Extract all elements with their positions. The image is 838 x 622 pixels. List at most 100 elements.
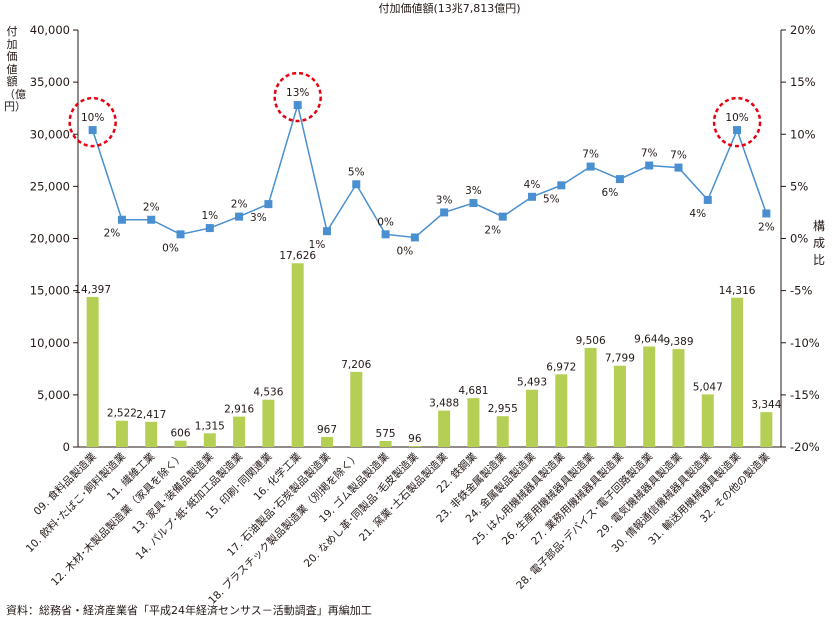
y-right-tick-label: 20%: [790, 23, 816, 37]
share-point: [440, 208, 449, 217]
y-axis-right-label: 構成比: [812, 219, 825, 267]
bar-value-label: 9,644: [634, 333, 664, 345]
bar-value-label: 96: [408, 433, 422, 445]
y-left-tick-label: 20,000: [30, 232, 70, 246]
bar-value-label: 5,493: [517, 377, 547, 389]
bar: [467, 398, 480, 447]
y-right-tick-label: -15%: [790, 388, 820, 402]
share-point: [322, 227, 331, 236]
y-left-tick-label: 5,000: [37, 388, 70, 402]
bar-value-label: 9,506: [576, 335, 606, 347]
bar: [350, 371, 363, 447]
bar: [438, 410, 451, 447]
share-value-label: 0%: [397, 245, 414, 257]
bar: [613, 365, 626, 447]
highlight-circle: [68, 96, 117, 148]
bar-value-label: 14,397: [74, 284, 111, 296]
share-point: [176, 230, 185, 239]
bar: [145, 421, 158, 447]
bar: [291, 263, 304, 447]
share-value-label: 13%: [286, 87, 309, 99]
bar-value-label: 575: [376, 428, 396, 440]
bar-value-label: 2,522: [107, 408, 137, 420]
y-right-tick-label: 15%: [790, 75, 816, 89]
share-value-label: 3%: [436, 194, 453, 206]
bar: [760, 412, 773, 447]
bar-value-label: 3,488: [429, 398, 459, 410]
share-value-label: 2%: [758, 221, 775, 233]
bar: [701, 394, 714, 447]
bar: [555, 374, 568, 447]
share-point: [645, 161, 654, 170]
bar: [496, 416, 509, 447]
bar-value-label: 6,972: [546, 361, 576, 373]
share-value-label: 0%: [162, 242, 179, 254]
share-point: [498, 212, 507, 221]
highlight-circle: [712, 96, 762, 148]
share-point: [381, 230, 390, 239]
share-value-label: 1%: [201, 210, 218, 222]
share-value-label: 2%: [484, 225, 501, 237]
share-value-label: 7%: [582, 149, 599, 161]
bar: [86, 296, 99, 447]
share-value-label: 7%: [670, 150, 687, 162]
share-point: [410, 233, 419, 242]
bar-value-label: 4,681: [458, 385, 488, 397]
bar: [379, 441, 392, 447]
y-left-tick-label: 30,000: [30, 127, 70, 141]
bar: [233, 416, 246, 447]
share-point: [557, 181, 566, 190]
share-point: [88, 126, 97, 135]
share-point: [528, 192, 537, 201]
highlight-circle: [273, 71, 322, 123]
share-point: [469, 199, 478, 208]
share-point: [762, 209, 771, 218]
bar-value-label: 2,955: [488, 403, 518, 415]
bar-value-label: 3,344: [751, 399, 781, 411]
share-value-label: 3%: [250, 212, 267, 224]
y-axis-left-label: 付加価値額（億円）: [4, 25, 26, 113]
share-value-label: 5%: [348, 166, 365, 178]
share-point: [703, 195, 712, 204]
bar-value-label: 7,206: [341, 359, 371, 371]
bar-value-label: 17,626: [279, 250, 316, 262]
share-point: [674, 163, 683, 172]
bar: [408, 445, 421, 447]
y-right-tick-label: 10%: [790, 127, 816, 141]
bar: [643, 346, 656, 447]
share-value-label: 10%: [81, 112, 104, 124]
share-point: [615, 175, 624, 184]
share-value-label: 5%: [543, 193, 560, 205]
source-note: 資料：総務省・経済産業省「平成24年経済センサス－活動調査」再編加工: [6, 604, 372, 617]
bar-value-label: 2,417: [136, 409, 166, 421]
share-value-label: 2%: [231, 199, 248, 211]
bar: [672, 349, 685, 447]
share-point: [586, 162, 595, 171]
share-value-label: 0%: [377, 216, 394, 228]
y-left-tick-label: 15,000: [30, 284, 70, 298]
bar-value-label: 14,316: [719, 285, 756, 297]
share-point: [733, 126, 742, 135]
bar: [320, 436, 333, 447]
bar-value-label: 4,536: [253, 387, 283, 399]
y-left-tick-label: 25,000: [30, 179, 70, 193]
bar-value-label: 2,916: [224, 404, 254, 416]
share-value-label: 1%: [309, 239, 326, 251]
y-left-tick-label: 40,000: [30, 23, 70, 37]
bar: [115, 420, 128, 447]
share-line: [91, 102, 768, 239]
bar: [584, 347, 597, 447]
y-right-tick-label: -5%: [790, 284, 812, 298]
share-value-label: 3%: [465, 185, 482, 197]
bar-value-label: 9,389: [663, 336, 693, 348]
share-value-label: 10%: [725, 112, 748, 124]
share-value-label: 2%: [104, 228, 121, 240]
bar-value-label: 7,799: [605, 353, 635, 365]
share-value-label: 2%: [143, 202, 160, 214]
y-right-tick-label: 0%: [790, 232, 808, 246]
share-point: [235, 212, 244, 221]
share-point: [352, 180, 361, 189]
share-point: [117, 215, 126, 224]
bar-value-label: 1,315: [195, 420, 225, 432]
share-point: [205, 224, 214, 233]
